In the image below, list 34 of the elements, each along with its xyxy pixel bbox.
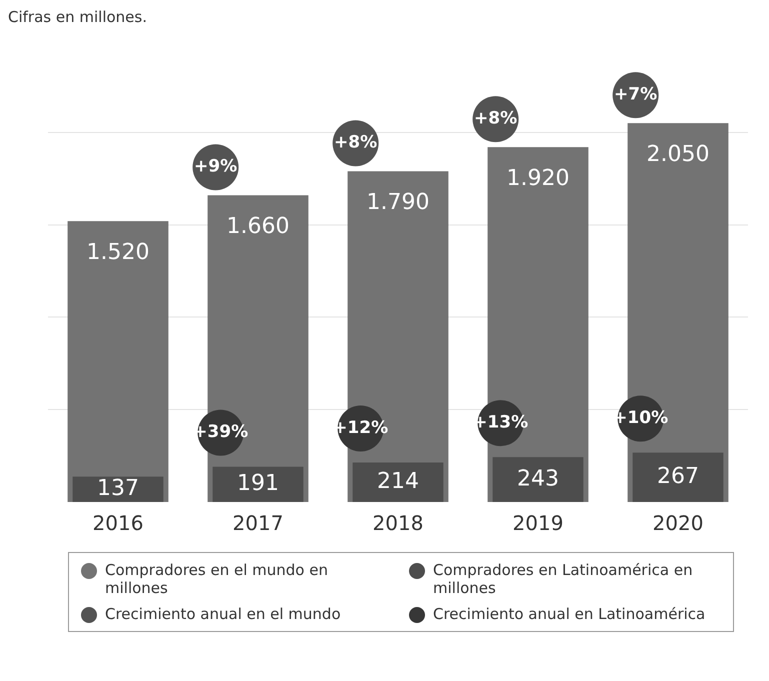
data-label: 1.520 <box>86 240 150 265</box>
annotation: +39% <box>193 422 248 442</box>
text: Crecimiento anual en el mundo <box>105 605 341 623</box>
annotation: +10% <box>613 408 668 428</box>
annotation: +13% <box>473 412 528 433</box>
annotation: +8% <box>334 132 378 153</box>
annotation: +12% <box>333 418 388 438</box>
data-label: 243 <box>517 466 559 492</box>
data-label: 191 <box>237 471 279 496</box>
legend-label: Compradores en el mundo en millones <box>105 561 329 597</box>
text: Crecimiento anual en Latinoamérica <box>433 605 706 623</box>
legend-label: Compradores en Latinoamérica en millones <box>433 561 694 597</box>
annotation: +9% <box>194 156 238 177</box>
data-label: 137 <box>97 476 139 502</box>
x-tick-label: 2016 <box>92 511 144 536</box>
text: +7% <box>614 84 658 105</box>
data-label: 1.660 <box>226 214 290 239</box>
x-tick-label: 2019 <box>512 511 564 536</box>
bar <box>632 452 724 502</box>
x-tick-label: 2018 <box>372 511 424 536</box>
x-tick-label: 2020 <box>652 511 704 536</box>
chart-subtitle: Cifras en millones. <box>8 8 148 26</box>
bar <box>352 462 444 502</box>
bar <box>72 476 164 502</box>
data-label: 1.920 <box>506 166 570 191</box>
data-label: 214 <box>377 468 419 494</box>
x-tick-label: 2017 <box>232 511 284 536</box>
bar <box>68 221 168 502</box>
annotation: +8% <box>474 108 518 129</box>
data-label: 1.790 <box>366 190 430 215</box>
data-label: 267 <box>657 464 699 490</box>
bar <box>492 457 584 502</box>
data-label: 2.050 <box>646 142 710 167</box>
bar <box>212 466 304 502</box>
